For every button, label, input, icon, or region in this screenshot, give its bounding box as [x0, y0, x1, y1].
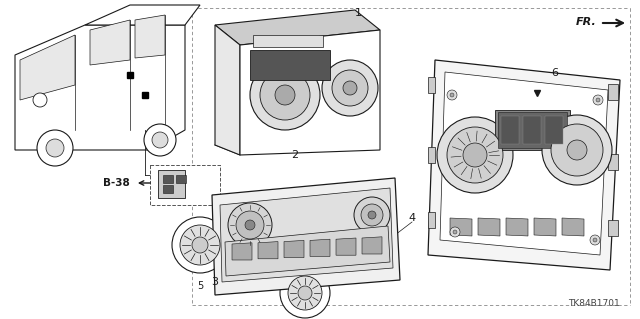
Bar	[163, 175, 173, 183]
Bar	[501, 116, 519, 144]
Text: 5: 5	[197, 281, 203, 291]
Polygon shape	[212, 178, 400, 295]
Bar	[523, 116, 541, 144]
Polygon shape	[506, 218, 528, 236]
Circle shape	[590, 235, 600, 245]
Text: 3: 3	[211, 277, 218, 287]
Polygon shape	[450, 218, 472, 236]
Polygon shape	[85, 5, 200, 25]
Polygon shape	[215, 25, 240, 155]
Circle shape	[450, 227, 460, 237]
Bar	[498, 112, 567, 148]
Circle shape	[593, 95, 603, 105]
Polygon shape	[562, 218, 584, 236]
Circle shape	[453, 230, 457, 234]
Circle shape	[551, 124, 603, 176]
Circle shape	[260, 70, 310, 120]
Polygon shape	[534, 218, 556, 236]
Bar	[250, 50, 330, 80]
Circle shape	[37, 130, 73, 166]
Polygon shape	[284, 241, 304, 258]
Circle shape	[192, 237, 208, 253]
Polygon shape	[232, 243, 252, 260]
Polygon shape	[428, 60, 620, 270]
Circle shape	[463, 143, 487, 167]
Circle shape	[275, 85, 295, 105]
Polygon shape	[478, 218, 500, 236]
Polygon shape	[158, 170, 185, 198]
Circle shape	[596, 98, 600, 102]
Circle shape	[152, 132, 168, 148]
Circle shape	[288, 276, 322, 310]
Circle shape	[250, 60, 320, 130]
Bar	[495, 110, 570, 150]
Text: 2: 2	[291, 150, 299, 160]
Polygon shape	[90, 20, 130, 65]
Circle shape	[361, 204, 383, 226]
Circle shape	[180, 225, 220, 265]
Polygon shape	[428, 77, 435, 93]
Polygon shape	[240, 30, 380, 155]
Circle shape	[343, 81, 357, 95]
Circle shape	[228, 203, 272, 247]
Text: TK84B1701: TK84B1701	[568, 299, 620, 308]
Text: B-38: B-38	[103, 178, 130, 188]
Polygon shape	[362, 237, 382, 254]
Bar	[545, 116, 563, 144]
Polygon shape	[258, 241, 278, 259]
Bar	[253, 35, 323, 47]
Polygon shape	[428, 212, 435, 228]
Circle shape	[368, 211, 376, 219]
Polygon shape	[15, 25, 185, 150]
Text: FR.: FR.	[576, 17, 597, 27]
Polygon shape	[215, 10, 380, 45]
Polygon shape	[608, 84, 618, 100]
Polygon shape	[225, 226, 390, 276]
Circle shape	[567, 140, 587, 160]
Polygon shape	[608, 154, 618, 170]
Circle shape	[144, 124, 176, 156]
Circle shape	[542, 115, 612, 185]
Circle shape	[33, 93, 47, 107]
Polygon shape	[310, 239, 330, 256]
Circle shape	[245, 220, 255, 230]
Circle shape	[322, 60, 378, 116]
Circle shape	[298, 286, 312, 300]
Text: 6: 6	[552, 68, 559, 78]
Text: 4: 4	[408, 213, 415, 223]
Bar	[150, 165, 220, 205]
Circle shape	[447, 90, 457, 100]
Polygon shape	[336, 238, 356, 255]
Circle shape	[172, 217, 228, 273]
Circle shape	[354, 197, 390, 233]
Polygon shape	[20, 35, 75, 100]
Polygon shape	[440, 72, 608, 255]
Circle shape	[447, 127, 503, 183]
Circle shape	[236, 211, 264, 239]
Bar	[176, 175, 186, 183]
Text: 1: 1	[355, 8, 362, 18]
Polygon shape	[428, 147, 435, 163]
Bar	[163, 185, 173, 193]
Circle shape	[593, 238, 597, 242]
Circle shape	[46, 139, 64, 157]
Circle shape	[450, 93, 454, 97]
Polygon shape	[220, 188, 393, 282]
Circle shape	[437, 117, 513, 193]
Polygon shape	[135, 15, 165, 58]
Polygon shape	[608, 220, 618, 236]
Circle shape	[332, 70, 368, 106]
Circle shape	[280, 268, 330, 318]
